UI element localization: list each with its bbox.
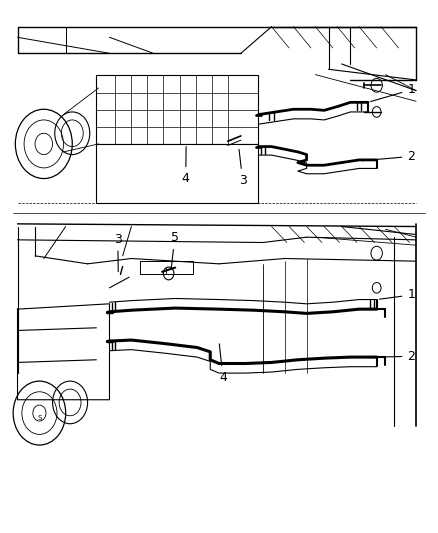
Text: 1: 1: [371, 83, 415, 102]
Bar: [96, 75, 258, 144]
Text: 4: 4: [182, 147, 190, 185]
Text: S: S: [37, 415, 42, 422]
Bar: [140, 261, 193, 274]
Text: 4: 4: [219, 344, 227, 384]
Text: 2: 2: [362, 150, 415, 163]
Text: 2: 2: [379, 350, 415, 363]
Text: 5: 5: [171, 231, 179, 269]
Text: 3: 3: [239, 149, 247, 187]
Text: 3: 3: [114, 232, 122, 272]
Text: 1: 1: [379, 288, 415, 302]
Bar: [96, 144, 258, 203]
